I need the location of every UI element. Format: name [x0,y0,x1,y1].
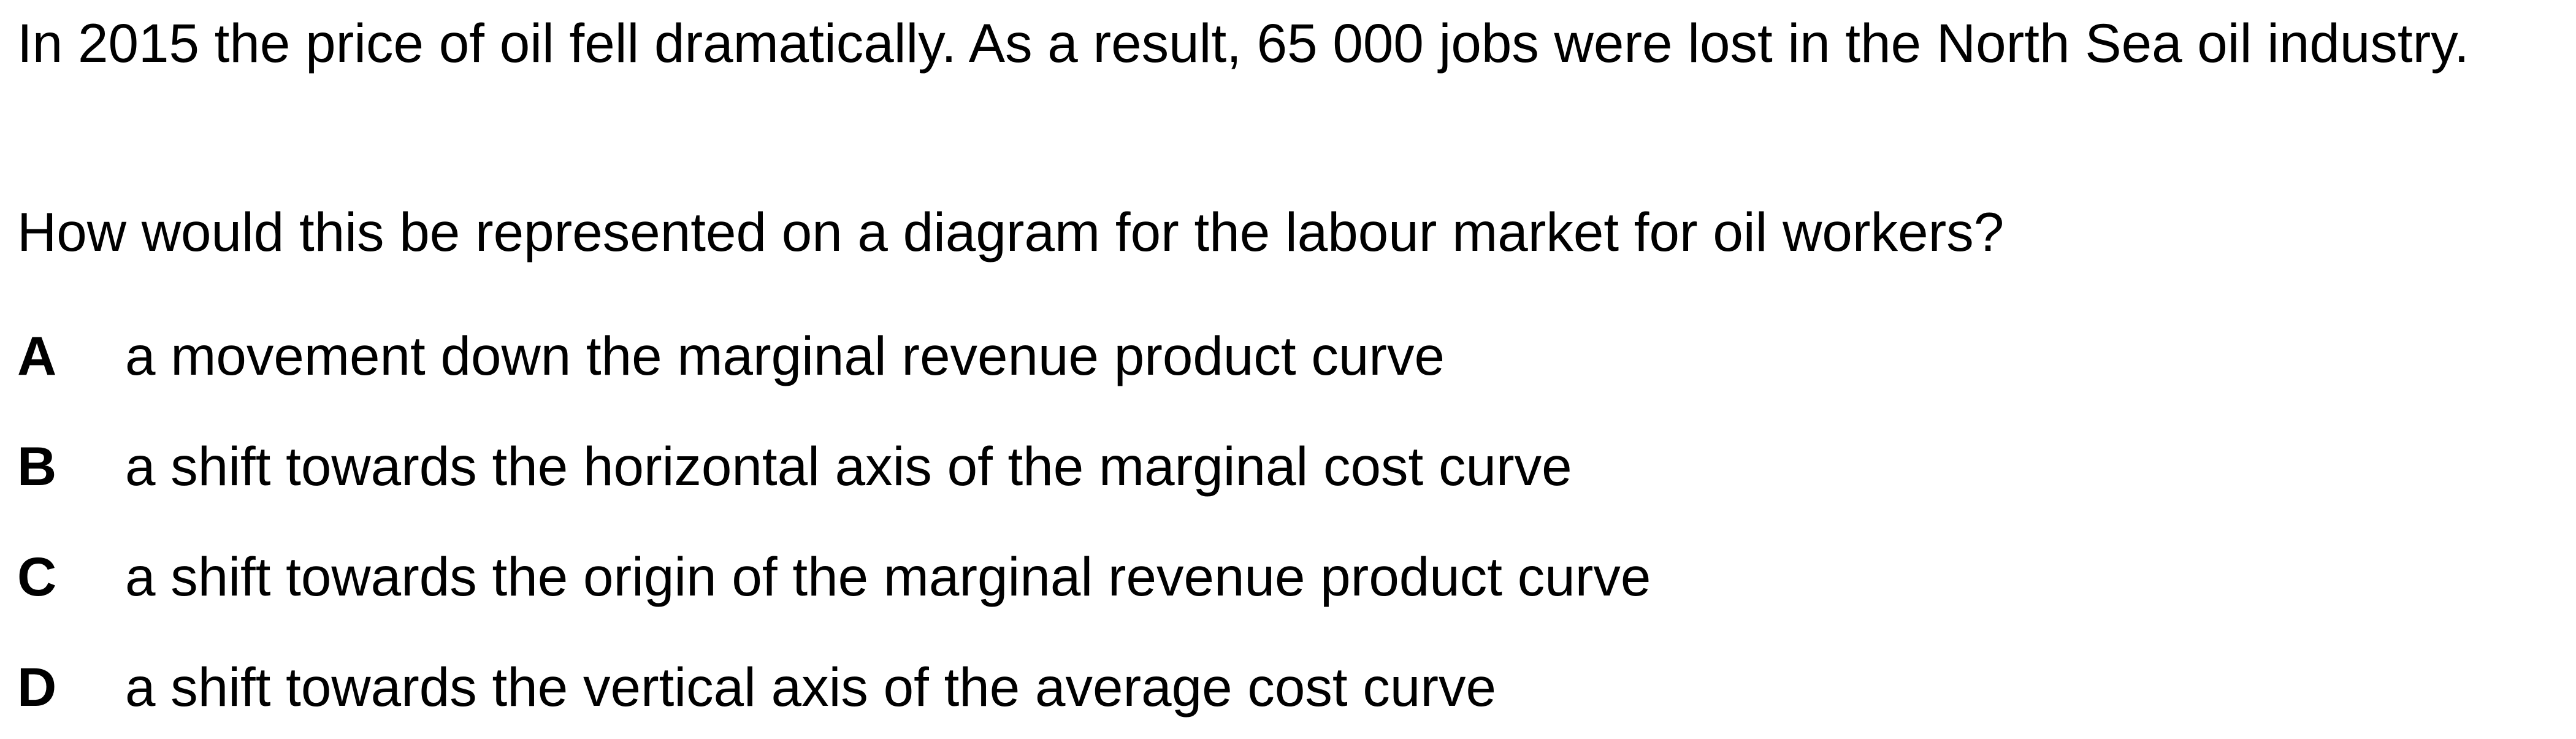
option-d-letter: D [17,656,57,718]
option-d-text: a shift towards the vertical axis of the… [125,656,1496,718]
option-d[interactable]: D a shift towards the vertical axis of t… [17,655,2470,722]
option-c[interactable]: C a shift towards the origin of the marg… [17,545,2470,612]
option-a-text: a movement down the marginal revenue pro… [125,325,1445,386]
option-a[interactable]: A a movement down the marginal revenue p… [17,324,2470,391]
option-b[interactable]: B a shift towards the horizontal axis of… [17,434,2470,502]
option-a-letter: A [17,325,57,386]
option-b-letter: B [17,435,57,497]
question-stem: In 2015 the price of oil fell dramatical… [17,12,2469,74]
option-b-text: a shift towards the horizontal axis of t… [125,435,1572,497]
question-prompt: How would this be represented on a diagr… [17,201,2005,262]
option-c-text: a shift towards the origin of the margin… [125,546,1651,607]
option-c-letter: C [17,546,57,607]
